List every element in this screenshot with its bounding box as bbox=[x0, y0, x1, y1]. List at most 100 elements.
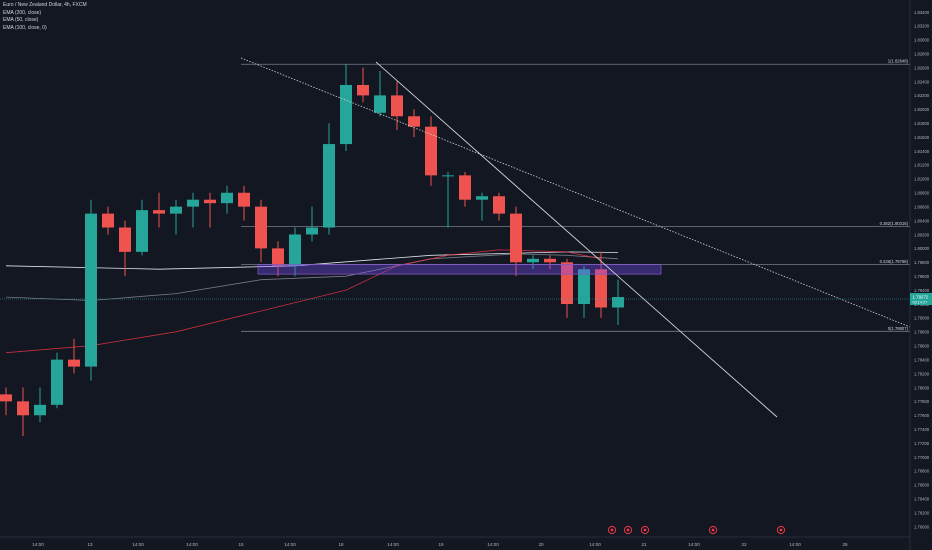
y-tick-label: 1.81400 bbox=[914, 149, 930, 154]
y-tick-label: 1.76000 bbox=[914, 524, 930, 529]
candle-body bbox=[357, 84, 369, 96]
x-tick-label: 25 bbox=[842, 542, 848, 547]
legend-title: Euro / New Zealand Dollar, 4h, FXCM bbox=[3, 2, 87, 8]
y-tick-label: 1.77200 bbox=[914, 441, 930, 446]
candle bbox=[204, 192, 216, 228]
candle-body bbox=[510, 213, 522, 263]
candle-body bbox=[442, 175, 454, 177]
candle-body bbox=[51, 359, 63, 405]
candle-body bbox=[102, 213, 114, 228]
candle bbox=[595, 251, 607, 318]
y-tick-label: 1.82400 bbox=[914, 79, 930, 84]
y-tick-label: 1.80800 bbox=[914, 191, 930, 196]
candle-body bbox=[306, 227, 318, 235]
x-tick-label: 20 bbox=[538, 542, 544, 547]
legend-ema50: EMA (50, close) bbox=[3, 17, 39, 23]
candle bbox=[493, 192, 505, 221]
candle bbox=[170, 199, 182, 235]
candle bbox=[544, 255, 556, 270]
current-price-badge bbox=[910, 293, 932, 305]
dotted-trendline[interactable] bbox=[240, 57, 911, 328]
y-tick-label: 1.78000 bbox=[914, 385, 930, 390]
event-marker-dot bbox=[626, 528, 630, 532]
event-marker-dot bbox=[779, 528, 783, 532]
current-price-countdown: 03:14:27 bbox=[913, 301, 928, 305]
candle-body bbox=[527, 258, 539, 263]
y-tick-label: 1.83000 bbox=[914, 38, 930, 43]
y-tick-label: 1.80000 bbox=[914, 246, 930, 251]
y-tick-label: 1.79000 bbox=[914, 316, 930, 321]
candle bbox=[85, 199, 97, 381]
candle-body bbox=[187, 199, 199, 207]
y-tick-label: 1.80400 bbox=[914, 218, 930, 223]
event-marker[interactable] bbox=[607, 525, 617, 535]
legend-ema200: EMA (200, close) bbox=[3, 9, 42, 16]
candle bbox=[476, 192, 488, 221]
event-marker[interactable] bbox=[776, 525, 786, 535]
y-tick-label: 1.81800 bbox=[914, 121, 930, 126]
fib-level-label: 0(1.78807) bbox=[888, 326, 909, 331]
candle-body bbox=[153, 210, 165, 214]
candle-body bbox=[85, 213, 97, 367]
y-tick-label: 1.82000 bbox=[914, 107, 930, 112]
candle bbox=[459, 171, 471, 207]
candle-body bbox=[119, 227, 131, 252]
candle-body bbox=[425, 126, 437, 176]
candle-body bbox=[408, 116, 420, 127]
x-tick-label: 13 bbox=[87, 542, 93, 547]
candle bbox=[442, 171, 454, 228]
candle-body bbox=[272, 248, 284, 266]
candle bbox=[102, 206, 114, 235]
y-tick-label: 1.79400 bbox=[914, 288, 930, 293]
y-tick-label: 1.83400 bbox=[914, 10, 930, 15]
solid-trendline[interactable] bbox=[375, 61, 778, 418]
y-tick-label: 1.76600 bbox=[914, 483, 930, 488]
y-tick-label: 1.82600 bbox=[914, 65, 930, 70]
candle bbox=[68, 338, 80, 374]
candle-body bbox=[544, 258, 556, 263]
candle bbox=[119, 220, 131, 277]
drawings[interactable] bbox=[240, 57, 911, 418]
y-tick-label: 1.79800 bbox=[914, 260, 930, 265]
candle bbox=[289, 227, 301, 277]
ema-200-line bbox=[5, 251, 619, 270]
chart-legend: Euro / New Zealand Dollar, 4h, FXCM EMA … bbox=[3, 2, 87, 32]
event-marker-dot bbox=[610, 528, 614, 532]
ema-lines bbox=[5, 249, 619, 354]
candle-body bbox=[170, 206, 182, 214]
candle bbox=[34, 387, 46, 423]
candle bbox=[340, 64, 352, 152]
candle bbox=[51, 352, 63, 409]
event-marker[interactable] bbox=[640, 525, 650, 535]
y-tick-label: 1.77000 bbox=[914, 455, 930, 460]
candle-body bbox=[612, 297, 624, 308]
fib-level-label: 0.236(1.79766) bbox=[880, 259, 909, 264]
candle-body bbox=[595, 269, 607, 308]
y-tick-label: 1.82800 bbox=[914, 51, 930, 56]
event-marker[interactable] bbox=[708, 525, 718, 535]
y-tick-label: 1.81200 bbox=[914, 163, 930, 168]
x-tick-label: 14:00 bbox=[487, 542, 499, 547]
candle bbox=[561, 258, 573, 318]
y-tick-label: 1.77800 bbox=[914, 399, 930, 404]
candle-body bbox=[374, 95, 386, 113]
x-tick-label: 14:00 bbox=[132, 542, 144, 547]
candle bbox=[527, 255, 539, 270]
y-tick-label: 1.77600 bbox=[914, 413, 930, 418]
candle bbox=[136, 199, 148, 256]
event-marker[interactable] bbox=[623, 525, 633, 535]
candle bbox=[221, 185, 233, 214]
candle-body bbox=[204, 199, 216, 204]
x-tick-label: 14:00 bbox=[186, 542, 198, 547]
candle-body bbox=[391, 95, 403, 117]
y-tick-label: 1.78400 bbox=[914, 357, 930, 362]
x-tick-label: 22 bbox=[741, 542, 747, 547]
event-markers[interactable] bbox=[607, 525, 786, 535]
candle bbox=[238, 185, 250, 221]
x-tick-label: 14:00 bbox=[789, 542, 801, 547]
candle bbox=[255, 199, 267, 263]
candle-body bbox=[17, 401, 29, 416]
zone-rectangle[interactable] bbox=[257, 263, 662, 275]
